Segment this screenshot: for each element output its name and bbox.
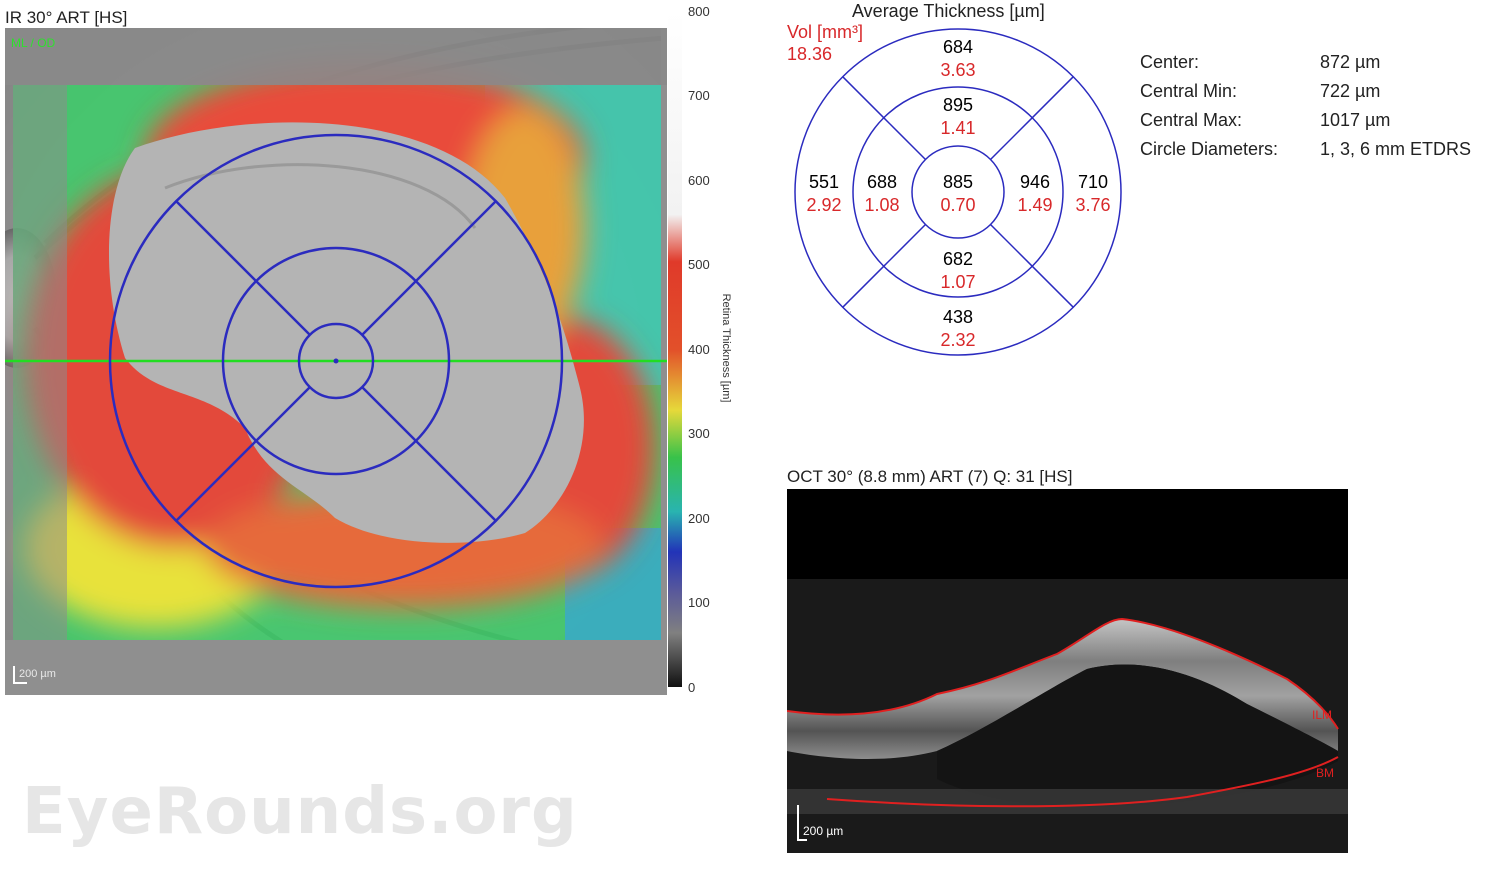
ilm-segmentation-line xyxy=(787,617,1339,730)
svg-text:3.76: 3.76 xyxy=(1075,195,1110,215)
stat-label: Center: xyxy=(1140,52,1200,72)
fundus-title: IR 30° ART [HS] xyxy=(5,8,128,27)
color-scale-axis-label: Retina Thickness [µm] xyxy=(720,293,732,403)
sector-inner-inferior[interactable]: 682 1.07 xyxy=(940,249,975,292)
stat-value: 722 µm xyxy=(1320,81,1381,101)
bm-label: BM xyxy=(1316,766,1334,780)
oct-bscan[interactable]: ILM BM 200 µm xyxy=(787,489,1348,853)
svg-text:3.63: 3.63 xyxy=(940,60,975,80)
svg-text:438: 438 xyxy=(943,307,973,327)
oct-title: OCT 30° (8.8 mm) ART (7) Q: 31 [HS] xyxy=(787,467,1073,486)
svg-text:895: 895 xyxy=(943,95,973,115)
color-scale-ticks: 800 700 600 500 400 300 200 100 0 xyxy=(688,4,718,695)
stat-row: Center: 872 µm xyxy=(1140,52,1471,81)
etdrs-grid: 684 3.63 895 1.41 551 2.92 688 1.08 885 … xyxy=(794,28,1122,356)
sector-inner-superior[interactable]: 895 1.41 xyxy=(940,95,975,138)
fundus-thickness-map[interactable]: ML / OD 200 µm xyxy=(5,28,667,695)
bm-segmentation-line xyxy=(826,756,1339,808)
sector-outer-nasal[interactable]: 710 3.76 xyxy=(1075,172,1110,215)
oct-scale-bar-h xyxy=(797,839,807,841)
svg-text:1.49: 1.49 xyxy=(1017,195,1052,215)
scale-tick: 800 xyxy=(688,4,710,19)
svg-text:2.32: 2.32 xyxy=(940,330,975,350)
stat-label: Central Min: xyxy=(1140,81,1238,101)
sector-outer-inferior[interactable]: 438 2.32 xyxy=(940,307,975,350)
etdrs-title: Average Thickness [µm] xyxy=(852,1,1045,21)
fundus-image xyxy=(5,28,667,695)
svg-text:1.08: 1.08 xyxy=(864,195,899,215)
scale-tick: 100 xyxy=(688,595,710,610)
oct-image xyxy=(787,489,1348,853)
ilm-label: ILM xyxy=(1312,708,1333,722)
scale-tick: 700 xyxy=(688,88,710,103)
svg-text:551: 551 xyxy=(809,172,839,192)
svg-text:885: 885 xyxy=(943,172,973,192)
scale-tick: 600 xyxy=(688,173,710,188)
oct-scale-bar-v xyxy=(797,805,799,841)
fovea-marker xyxy=(333,358,339,364)
sector-inner-temporal[interactable]: 688 1.08 xyxy=(864,172,899,215)
watermark: EyeRounds.org xyxy=(22,775,578,849)
sector-inner-nasal[interactable]: 946 1.49 xyxy=(1017,172,1052,215)
sector-center[interactable]: 885 0.70 xyxy=(940,172,975,215)
sector-outer-temporal[interactable]: 551 2.92 xyxy=(806,172,841,215)
scale-tick: 500 xyxy=(688,257,710,272)
svg-text:710: 710 xyxy=(1078,172,1108,192)
fundus-scale-label: 200 µm xyxy=(19,668,56,680)
thickness-stats: Center: 872 µm Central Min: 722 µm Centr… xyxy=(1140,52,1471,168)
scale-tick: 200 xyxy=(688,511,710,526)
stat-value: 872 µm xyxy=(1320,52,1381,72)
svg-text:1.41: 1.41 xyxy=(940,118,975,138)
svg-text:1.07: 1.07 xyxy=(940,272,975,292)
stat-row: Circle Diameters: 1, 3, 6 mm ETDRS xyxy=(1140,139,1471,168)
thickness-color-scale xyxy=(668,12,682,687)
oct-scale-label: 200 µm xyxy=(803,824,844,838)
svg-text:684: 684 xyxy=(943,37,973,57)
sector-outer-superior[interactable]: 684 3.63 xyxy=(940,37,975,80)
scale-tick: 400 xyxy=(688,342,710,357)
stat-value: 1017 µm xyxy=(1320,110,1391,130)
fundus-corner-tag: ML / OD xyxy=(11,36,56,50)
stat-row: Central Max: 1017 µm xyxy=(1140,110,1471,139)
vol-label: Vol [mm³] xyxy=(787,22,864,42)
scale-tick: 300 xyxy=(688,426,710,441)
stat-label: Central Max: xyxy=(1140,110,1243,130)
svg-text:2.92: 2.92 xyxy=(806,195,841,215)
vol-total: 18.36 xyxy=(787,44,833,64)
stat-row: Central Min: 722 µm xyxy=(1140,81,1471,110)
etdrs-grid-overlay xyxy=(108,133,564,589)
svg-text:0.70: 0.70 xyxy=(940,195,975,215)
fundus-scale-bar-v xyxy=(13,666,15,684)
stat-label: Circle Diameters: xyxy=(1140,139,1279,159)
svg-text:682: 682 xyxy=(943,249,973,269)
svg-text:946: 946 xyxy=(1020,172,1050,192)
fundus-scale-bar-h xyxy=(13,682,27,684)
stat-value: 1, 3, 6 mm ETDRS xyxy=(1320,139,1472,159)
scale-tick: 0 xyxy=(688,680,696,695)
svg-text:688: 688 xyxy=(867,172,897,192)
